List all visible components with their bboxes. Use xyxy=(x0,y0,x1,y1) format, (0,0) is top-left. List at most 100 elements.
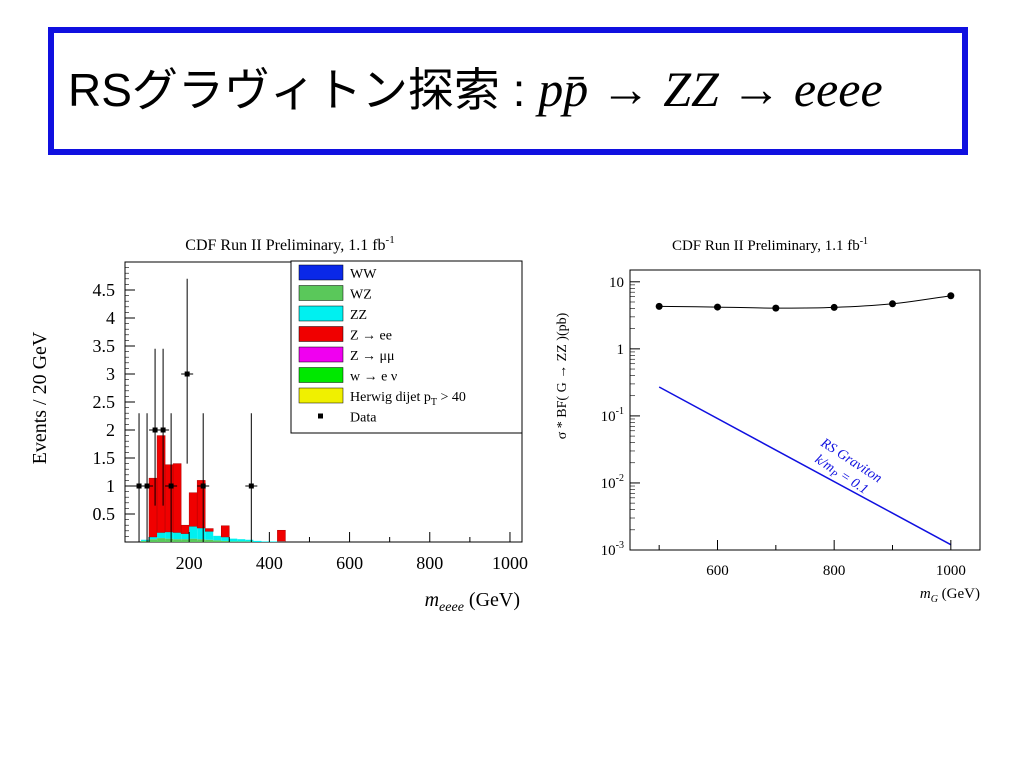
histogram-ytick-label-7: 4 xyxy=(106,308,115,328)
limit-xtick-label-1: 800 xyxy=(823,563,846,579)
histogram-ytick-label-3: 2 xyxy=(106,420,115,440)
histogram-ytick-label-4: 2.5 xyxy=(93,392,116,412)
histogram-ytick-label-1: 1 xyxy=(106,476,115,496)
histogram-bar-2-8 xyxy=(205,531,214,540)
histogram-xlabel-unit: (GeV) xyxy=(464,589,520,611)
legend-label-data: Data xyxy=(350,411,377,426)
slide-title-box: RSグラヴィトン探索 : pp̄ → ZZ → eeee xyxy=(48,27,968,155)
data-point-3 xyxy=(160,427,166,433)
histogram-bar-1-11 xyxy=(229,541,238,542)
limit-chart-plot-area xyxy=(629,269,981,551)
histogram-bar-2-4 xyxy=(173,532,182,540)
histogram-bar-2-15 xyxy=(261,541,270,542)
histogram-xlabel-sub: eeee xyxy=(439,600,464,615)
histogram-bar-3-1 xyxy=(148,477,158,538)
histogram-bar-3-10 xyxy=(220,525,230,538)
limit-point-4 xyxy=(889,300,896,308)
limit-ytick-label-3: 10-2 xyxy=(601,473,624,492)
histogram-bar-3-6 xyxy=(188,492,198,527)
data-point-0 xyxy=(136,483,142,489)
histogram-bar-2-10 xyxy=(221,536,230,541)
data-point-6 xyxy=(200,483,206,489)
limit-chart-title: CDF Run II Preliminary, 1.1 fb-1 xyxy=(672,236,868,254)
histogram-bar-3-3 xyxy=(164,464,174,533)
limit-series-line-0 xyxy=(659,295,951,309)
legend-swatch-3 xyxy=(298,326,344,342)
histogram-bar-3-4 xyxy=(172,463,182,533)
legend-swatch-4 xyxy=(298,346,344,363)
histogram-bar-1-3 xyxy=(165,538,174,542)
limit-ytick-label-2: 10-1 xyxy=(601,406,624,425)
legend-swatch-1 xyxy=(298,285,344,301)
data-point-7 xyxy=(248,483,254,489)
limit-point-0 xyxy=(655,302,663,310)
events-histogram-chart: CDF Run II Preliminary, 1.1 fb-1 Events … xyxy=(29,234,528,615)
histogram-bar-3-2 xyxy=(156,435,166,533)
histogram-ylabel: Events / 20 GeV xyxy=(29,331,51,464)
histogram-bar-1-6 xyxy=(189,538,198,542)
histogram-bars xyxy=(141,435,286,542)
histogram-bar-2-6 xyxy=(189,526,198,539)
limit-chart-lines xyxy=(655,292,955,546)
limit-chart-ticks: 600 800 1000 10 1 10-1 10-2 10-3 xyxy=(601,275,966,579)
histogram-bar-1-4 xyxy=(173,539,182,542)
legend-label-1: WZ xyxy=(350,288,372,303)
slide-title-formula: pp̄ → ZZ → eeee xyxy=(538,61,883,117)
legend-label-3: Z → ee xyxy=(350,329,392,344)
rs-graviton-annotation: RS Gravitonk/mP = 0.1 xyxy=(807,435,885,502)
legend-label-2: ZZ xyxy=(350,308,367,323)
limit-point-5 xyxy=(947,292,955,300)
histogram-bar-2-16 xyxy=(269,541,278,542)
limit-chart-xlabel: mG (GeV) xyxy=(920,586,980,605)
histogram-bar-3-17 xyxy=(277,529,286,542)
data-point-4 xyxy=(168,483,174,489)
legend-swatch-6 xyxy=(298,387,344,404)
histogram-title: CDF Run II Preliminary, 1.1 fb-1 xyxy=(185,234,394,254)
limit-point-2 xyxy=(772,304,780,312)
histogram-xtick-label-3: 800 xyxy=(416,553,443,573)
limit-xtick-label-0: 600 xyxy=(706,563,729,579)
histogram-ytick-label-2: 1.5 xyxy=(93,448,116,468)
histogram-ytick-label-8: 4.5 xyxy=(93,280,116,300)
histogram-bar-1-9 xyxy=(213,540,222,542)
histogram-bar-1-8 xyxy=(205,539,214,542)
limit-ytick-label-4: 10-3 xyxy=(601,540,624,559)
histogram-ytick-label-6: 3.5 xyxy=(93,336,116,356)
histogram-bar-2-13 xyxy=(245,539,254,542)
histogram-title-sup: -1 xyxy=(386,234,395,246)
histogram-bar-2-7 xyxy=(197,528,206,540)
legend-label-0: WW xyxy=(350,267,377,282)
histogram-xlabel-var: m xyxy=(425,589,439,611)
histogram-ticks: 200 400 600 800 1000 0.5 1 1.5 2 2.5 3 3.5 4 4.5 xyxy=(93,261,528,573)
legend-label-5: w → e ν xyxy=(350,370,397,385)
limit-chart-frame xyxy=(629,269,981,551)
legend-data-marker xyxy=(318,413,323,419)
histogram-legend: WW WZ ZZ Z → ee Z → μμ w → e ν Herwig dijet pT… xyxy=(290,260,523,434)
histogram-bar-3-5 xyxy=(180,524,190,534)
histogram-bar-2-9 xyxy=(213,535,222,541)
histogram-xtick-label-4: 1000 xyxy=(492,553,528,573)
histogram-ytick-label-5: 3 xyxy=(106,364,115,384)
histogram-bar-1-5 xyxy=(181,539,190,542)
histogram-xlabel: meeee (GeV) xyxy=(425,589,520,615)
histogram-ytick-label-0: 0.5 xyxy=(93,504,116,524)
legend-label-4: Z → μμ xyxy=(350,349,395,364)
legend-label-6: Herwig dijet pT > 40 xyxy=(350,390,466,408)
data-point-2 xyxy=(152,427,158,433)
histogram-bar-3-7 xyxy=(196,480,206,529)
histogram-bar-1-10 xyxy=(221,540,230,542)
data-point-5 xyxy=(184,371,190,377)
histogram-bar-2-5 xyxy=(181,533,190,540)
histogram-bar-2-2 xyxy=(157,532,166,539)
legend-swatch-2 xyxy=(298,305,344,322)
limit-series-line-1 xyxy=(658,386,952,546)
legend-swatch-5 xyxy=(298,367,344,383)
slide-title-text: RSグラヴィトン探索 : xyxy=(68,64,539,116)
histogram-bar-2-12 xyxy=(237,539,246,542)
slide-title: RSグラヴィトン探索 : pp̄ → ZZ → eeee xyxy=(68,61,883,118)
cross-section-limit-chart: CDF Run II Preliminary, 1.1 fb-1 σ * BF(… xyxy=(555,236,981,605)
limit-chart-title-text: CDF Run II Preliminary, 1.1 fb xyxy=(672,238,860,254)
histogram-xtick-label-0: 200 xyxy=(176,553,203,573)
data-point-1 xyxy=(144,483,150,489)
limit-chart-xlabel-unit: (GeV) xyxy=(938,586,980,602)
